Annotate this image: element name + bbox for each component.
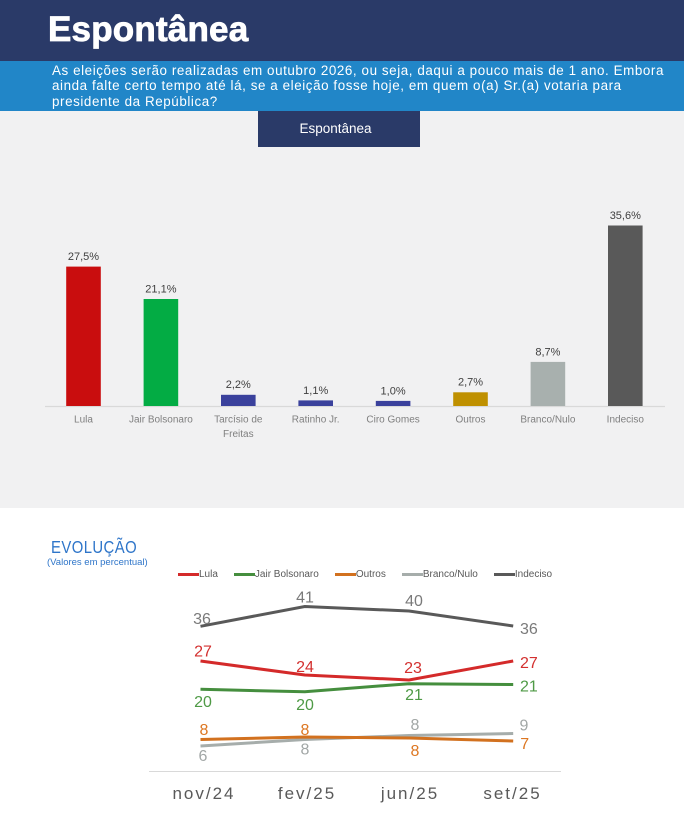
svg-text:36: 36: [193, 611, 211, 628]
svg-text:8,7%: 8,7%: [535, 346, 560, 358]
svg-text:7: 7: [520, 736, 529, 753]
svg-text:Ciro Gomes: Ciro Gomes: [366, 415, 419, 426]
svg-text:8: 8: [411, 717, 420, 734]
svg-text:nov/24: nov/24: [172, 784, 235, 803]
svg-text:21: 21: [520, 679, 538, 696]
svg-text:Lula: Lula: [74, 415, 93, 426]
svg-text:Freitas: Freitas: [223, 429, 254, 440]
svg-text:20: 20: [296, 697, 314, 714]
svg-text:9: 9: [520, 718, 529, 735]
svg-text:Branco/Nulo: Branco/Nulo: [520, 415, 575, 426]
svg-text:Outros: Outros: [455, 415, 485, 426]
svg-text:set/25: set/25: [483, 784, 541, 803]
svg-text:Tarcísio de: Tarcísio de: [214, 415, 263, 426]
svg-text:27: 27: [194, 644, 212, 661]
svg-text:36: 36: [520, 621, 538, 638]
svg-text:jun/25: jun/25: [380, 784, 439, 803]
svg-text:8: 8: [411, 743, 420, 760]
svg-text:Indeciso: Indeciso: [607, 415, 645, 426]
svg-text:27: 27: [520, 655, 538, 672]
svg-text:2,7%: 2,7%: [458, 377, 483, 389]
svg-text:40: 40: [405, 593, 423, 610]
svg-text:1,0%: 1,0%: [381, 385, 406, 397]
svg-text:Ratinho Jr.: Ratinho Jr.: [292, 415, 340, 426]
svg-text:fev/25: fev/25: [278, 784, 336, 803]
svg-text:2,2%: 2,2%: [226, 379, 251, 391]
svg-text:23: 23: [404, 660, 422, 677]
svg-text:6: 6: [199, 748, 208, 765]
svg-text:8: 8: [301, 742, 310, 759]
svg-text:20: 20: [194, 694, 212, 711]
svg-text:1,1%: 1,1%: [303, 385, 328, 397]
svg-text:8: 8: [200, 722, 209, 739]
svg-text:21: 21: [405, 687, 423, 704]
svg-text:41: 41: [296, 590, 314, 607]
svg-text:Jair Bolsonaro: Jair Bolsonaro: [129, 415, 193, 426]
svg-text:35,6%: 35,6%: [610, 210, 641, 222]
svg-text:21,1%: 21,1%: [145, 283, 176, 295]
svg-text:8: 8: [301, 722, 310, 739]
svg-text:24: 24: [296, 659, 314, 676]
svg-text:27,5%: 27,5%: [68, 251, 99, 263]
